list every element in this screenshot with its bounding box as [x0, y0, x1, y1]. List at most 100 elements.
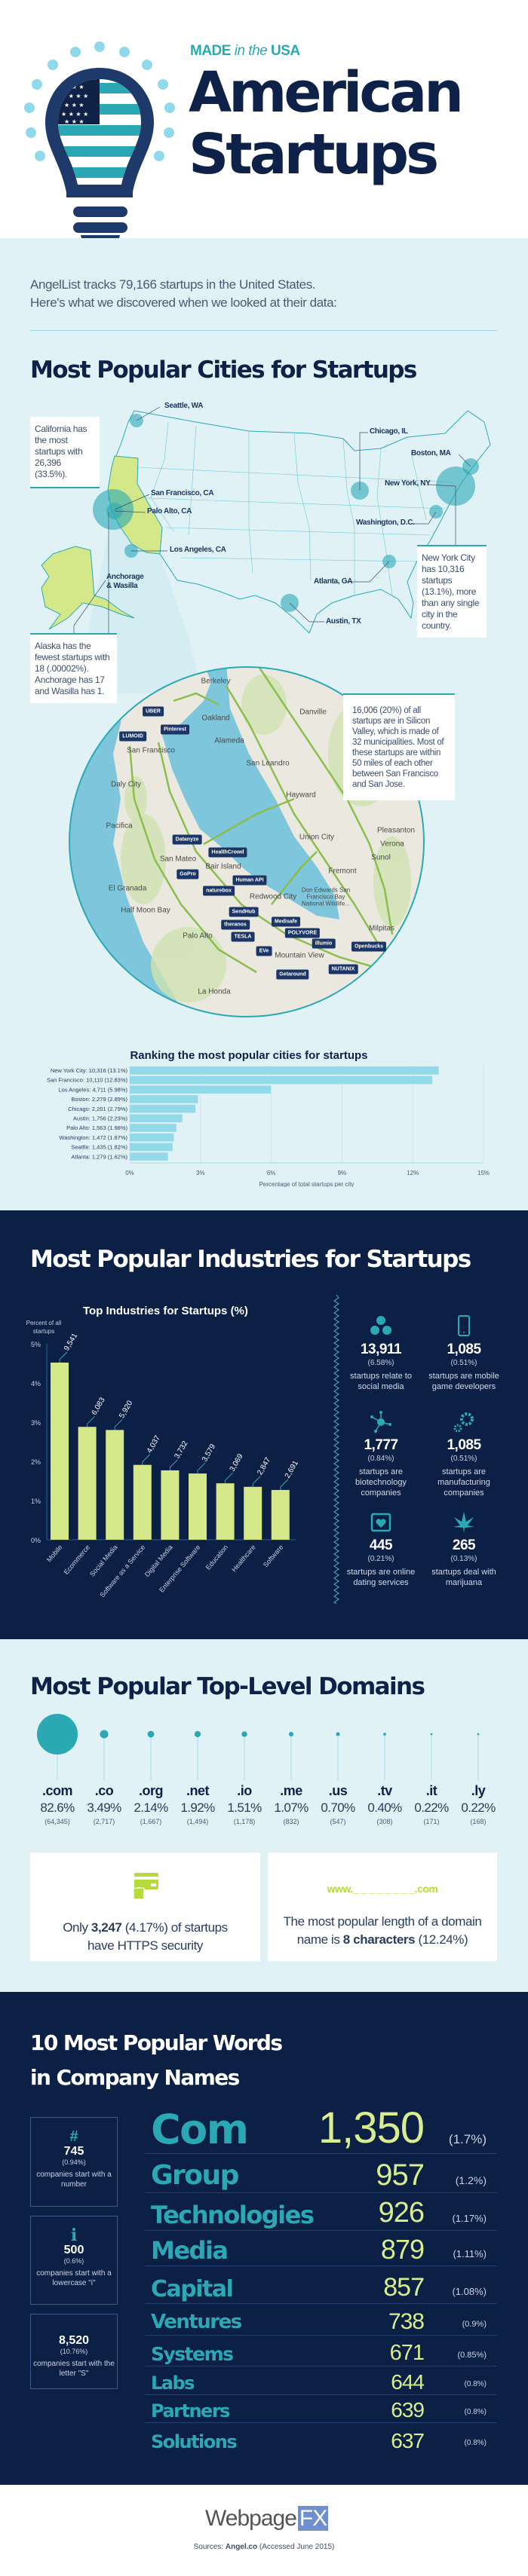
cities-title: Most Popular Cities for Startups	[30, 356, 417, 384]
industries-chart: Top Industries for Startups (%) Percent o…	[26, 1305, 300, 1599]
city-ranking-chart: Ranking the most popular cities for star…	[47, 1049, 490, 1187]
tld-bubble	[241, 1731, 247, 1737]
tld-count: (171)	[423, 1818, 440, 1825]
webpagefx-logo: Webpage FX	[205, 2506, 329, 2532]
startup-logo-pin: SendHub	[229, 907, 259, 917]
industry-bar	[133, 1464, 152, 1540]
industry-bar	[271, 1489, 290, 1540]
word-row: Solutions 637 (0.8%)	[145, 2423, 497, 2453]
city-bar	[130, 1124, 177, 1132]
secure-card-icon	[132, 1873, 158, 1900]
tld-bubble	[288, 1731, 294, 1737]
tld-name: .net	[186, 1783, 210, 1798]
word-count: 644	[391, 2369, 425, 2394]
startup-logo-pin: LUMOID	[119, 731, 146, 742]
tld-name: .com	[41, 1783, 73, 1798]
stat-number: 1,777	[364, 1437, 398, 1453]
city-x-axis-label: Percentage of total startups per city	[259, 1181, 355, 1187]
https-text-post: (4.17%) of startups	[121, 1920, 228, 1935]
city-bar-label: Atlanta: 1,279 (1.62%)	[71, 1153, 127, 1160]
title-line-2: Startups	[189, 122, 439, 187]
silicon-valley-note: 16,006 (20%) of all startups are in Sili…	[352, 706, 444, 789]
nyc-callout: New York City has 10,316 startups (13.1%…	[417, 545, 487, 638]
tld-bubble	[336, 1732, 340, 1736]
domain-length-box: www._ _ _ _ _ _ _ _.com The most popular…	[268, 1852, 497, 1961]
tld-name: .us	[328, 1783, 348, 1798]
name-stat-percent: (10.76%)	[60, 2348, 88, 2355]
https-box: Only 3,247 (4.17%) of startups have HTTP…	[30, 1852, 260, 1961]
alaska-callout: Alaska has the fewest startups with 18 (…	[30, 633, 117, 703]
startup-logo-pin: naturebox	[203, 886, 235, 896]
tld-bubble	[100, 1730, 109, 1739]
tld-count: (1,178)	[233, 1818, 256, 1825]
word-label: Systems	[151, 2342, 234, 2365]
logo-fx: FX	[297, 2506, 329, 2531]
industries-y-tick: 4%	[31, 1380, 41, 1387]
stat-percent: (0.13%)	[450, 1555, 477, 1563]
nyc-note: New York City has 10,316 startups (13.1%…	[422, 552, 480, 631]
map-label-chicago: Chicago, IL	[370, 427, 408, 436]
tld-percent: 3.49%	[87, 1800, 121, 1815]
industry-label-leader	[114, 1419, 123, 1430]
bay-place-label: Redwood City	[249, 892, 297, 901]
industry-label-leader	[225, 1472, 233, 1484]
industry-label-leader	[252, 1476, 261, 1487]
stat-number: 13,911	[360, 1342, 402, 1357]
bay-place-label: Verona	[380, 840, 404, 849]
word-count: 926	[378, 2197, 425, 2229]
bay-area-map	[69, 666, 425, 1017]
startup-logo-pin: Getaround	[276, 969, 309, 980]
industries-section: Most Popular Industries for Startups	[0, 1210, 528, 1639]
startup-logo-pin: GoPro	[177, 869, 199, 880]
name-stat-box: 8,520 (10.76%) companies start with the le…	[30, 2314, 118, 2389]
word-count: 671	[389, 2340, 425, 2365]
industry-category-label: Social Media	[88, 1543, 119, 1578]
industry-stat: 1,777 (0.84%) startups are biotechnology c…	[344, 1411, 418, 1498]
sources-link[interactable]: Angel.co	[225, 2543, 258, 2551]
city-bar	[130, 1152, 168, 1161]
tld-bubble	[147, 1730, 155, 1738]
startup-logo-pin: illumio	[312, 938, 336, 949]
tld-item: .tv 0.40% (308)	[361, 1783, 408, 1825]
startup-logo-pin: theranos	[221, 919, 250, 930]
industry-data-label: 6,083	[91, 1396, 107, 1417]
startup-logo-pin: TESLA	[231, 932, 255, 942]
tld-name: .it	[425, 1783, 437, 1798]
industry-stat: 1,085 (0.51%) startups are mobile game dev…	[427, 1315, 501, 1392]
tld-percent: 0.22%	[414, 1800, 449, 1815]
city-bar-label: Seattle: 1,435 (1.82%)	[71, 1144, 127, 1151]
bay-place-label: San Leandro	[246, 759, 290, 768]
tld-percent: 2.14%	[134, 1800, 168, 1815]
tld-item: .us 0.70% (547)	[315, 1783, 361, 1825]
tld-name: .ly	[471, 1783, 486, 1798]
bay-place-label: Don Edwards San Francisco Bay National W…	[301, 886, 351, 907]
tld-count: (832)	[283, 1818, 299, 1825]
tld-percent: 1.07%	[274, 1800, 309, 1815]
title-line-1: American	[189, 60, 464, 125]
word-row: Technologies 926 (1.17%)	[145, 2193, 497, 2231]
industry-label-leader	[170, 1459, 178, 1470]
kicker-in-the: in the	[234, 43, 268, 59]
tld-item: .it 0.22% (171)	[408, 1783, 455, 1825]
city-x-tick: 12%	[407, 1170, 419, 1176]
words-title: 10 Most Popular Words in Company Names	[30, 2026, 283, 2095]
stat-description: startups are biotechnology companies	[355, 1467, 407, 1498]
word-row: Labs 644 (0.8%)	[145, 2366, 497, 2395]
tld-percent: 0.40%	[367, 1800, 402, 1815]
city-bar	[130, 1114, 183, 1123]
word-percent: (0.9%)	[462, 2320, 487, 2329]
word-label: Media	[151, 2235, 229, 2265]
city-bar	[130, 1104, 196, 1113]
https-text-line2: have HTTPS security	[87, 1938, 203, 1953]
wavy-divider	[333, 1295, 339, 1604]
map-label-atlanta: Atlanta, GA	[314, 577, 353, 586]
startup-logo-pin: UBER	[143, 706, 164, 717]
length-pct: (12.24%)	[415, 1932, 468, 1947]
word-percent: (0.85%)	[457, 2351, 487, 2360]
footer: Webpage FX Sources: Angel.co (Accessed Ju…	[0, 2485, 528, 2576]
city-x-tick: 9%	[338, 1170, 347, 1176]
city-bar	[130, 1066, 439, 1075]
molecule-icon	[344, 1411, 418, 1437]
map-label-palo-alto: Palo Alto, CA	[147, 507, 192, 516]
stat-percent: (0.21%)	[367, 1555, 394, 1563]
